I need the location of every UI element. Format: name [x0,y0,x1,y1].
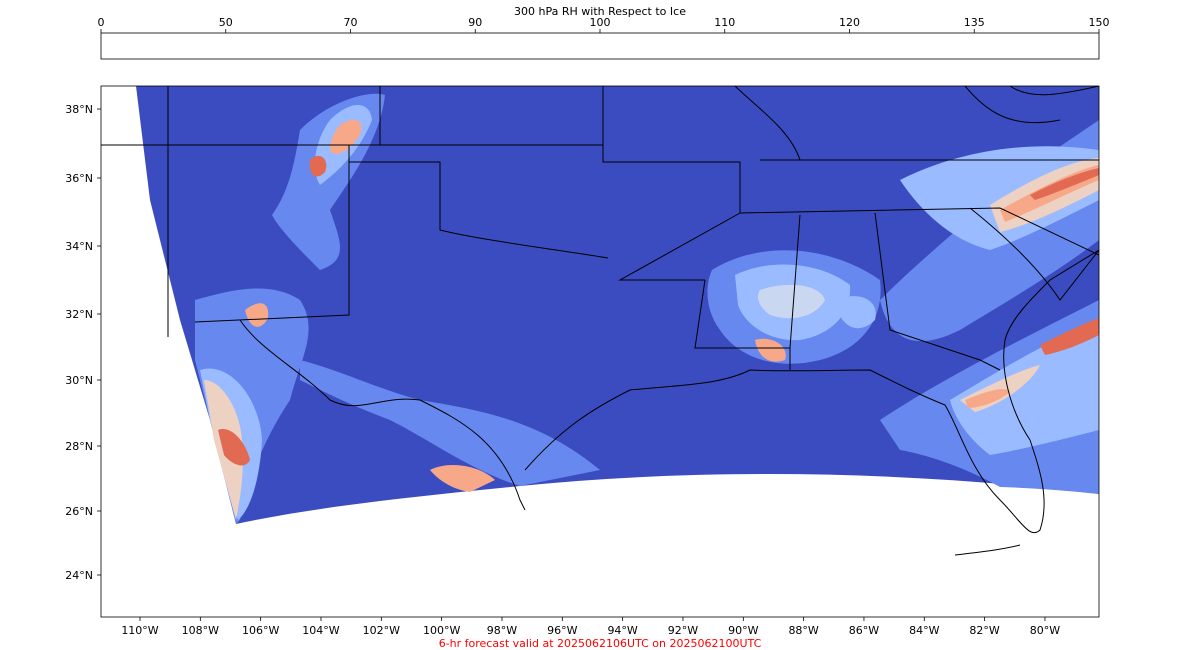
boundary-ms-al [789,214,801,349]
lon-tick-label: 80°W [1030,624,1060,637]
rh-patch-tx-100 [430,465,495,492]
rh-patch-ms-100 [758,284,825,319]
boundary-ar [602,86,741,281]
boundary-ok-tx [349,161,609,259]
map-panel: 38°N 36°N 34°N 32°N 30°N 28°N 26°N 24°N 110°W 10… [65,85,1100,637]
colorbar-tick-label: 50 [219,16,233,29]
colorbar-ticks: 0 50 70 90 100 110 120 135 150 [98,16,1110,33]
map-frame [100,85,1100,618]
boundary-la-ms [694,279,791,370]
boundary-nm-tx [194,145,350,323]
rh-patch-se-90 [900,146,1099,250]
boundary-al-ga [874,212,1001,371]
lon-tick-label: 104°W [302,624,339,637]
lon-tick-label: 86°W [849,624,879,637]
colorbar-tick-label: 110 [714,16,735,29]
boundaries [101,86,1099,556]
colorbar-tick-label: 100 [590,16,611,29]
colorbar-tick-label: 90 [468,16,482,29]
coastline-fl-keys [954,544,1021,556]
rh-patch-az-120 [218,429,250,466]
lon-tick-label: 84°W [909,624,939,637]
rh-patch-se-120 [1030,168,1099,200]
boundary-ga-sc [969,207,1099,301]
lat-tick-label: 36°N [65,172,93,185]
boundary-east-states [734,86,1099,161]
rh-patch-al-90 [835,296,876,329]
colorbar-frame [100,32,1100,60]
coastline-gulf [524,249,1099,534]
lat-tick-label: 24°N [65,569,93,582]
lat-tick-label: 28°N [65,440,93,453]
rh-patch-ms-110 [755,338,786,362]
rh-patch-fl-90 [950,320,1099,455]
colorbar-tick-label: 135 [964,16,985,29]
rh-patch-sw-70 [300,360,600,486]
colorbar-tick-label: 120 [839,16,860,29]
rh-patch-atl-110 [1040,318,1099,355]
lon-tick-label: 106°W [242,624,279,637]
lat-tick-label: 38°N [65,103,93,116]
lat-tick-label: 32°N [65,308,93,321]
lon-tick-label: 108°W [182,624,219,637]
boundary-tn [739,207,1099,256]
rh-patch-nm-120 [309,155,327,177]
latitude-labels: 38°N 36°N 34°N 32°N 30°N 28°N 26°N 24°N [65,103,101,582]
coastline-tx [239,319,526,511]
colorbar-tick-label: 150 [1089,16,1110,29]
lon-tick-label: 82°W [969,624,999,637]
lat-tick-label: 30°N [65,374,93,387]
lon-tick-label: 98°W [487,624,517,637]
lon-tick-label: 90°W [728,624,758,637]
lon-tick-label: 96°W [547,624,577,637]
lon-tick-label: 94°W [607,624,637,637]
lon-tick-label: 100°W [423,624,460,637]
colorbar-tick-label: 0 [98,16,105,29]
forecast-caption: 6-hr forecast valid at 2025062106UTC on … [439,637,762,650]
colorbar-title: 300 hPa RH with Respect to Ice [514,5,686,18]
lon-tick-label: 88°W [788,624,818,637]
lon-tick-label: 92°W [668,624,698,637]
lon-tick-label: 110°W [121,624,158,637]
rh-patch-fl-110 [965,389,1010,408]
longitude-labels: 110°W 108°W 106°W 104°W 102°W 100°W 98°W 96°W 94… [121,617,1060,637]
lon-tick-label: 102°W [363,624,400,637]
rh-patch-az2-110 [245,303,269,327]
colorbar-tick-label: 70 [344,16,358,29]
colorbar: 300 hPa RH with Respect to Ice 0 50 70 90 10… [98,5,1110,60]
lat-tick-label: 26°N [65,505,93,518]
lat-tick-label: 34°N [65,240,93,253]
